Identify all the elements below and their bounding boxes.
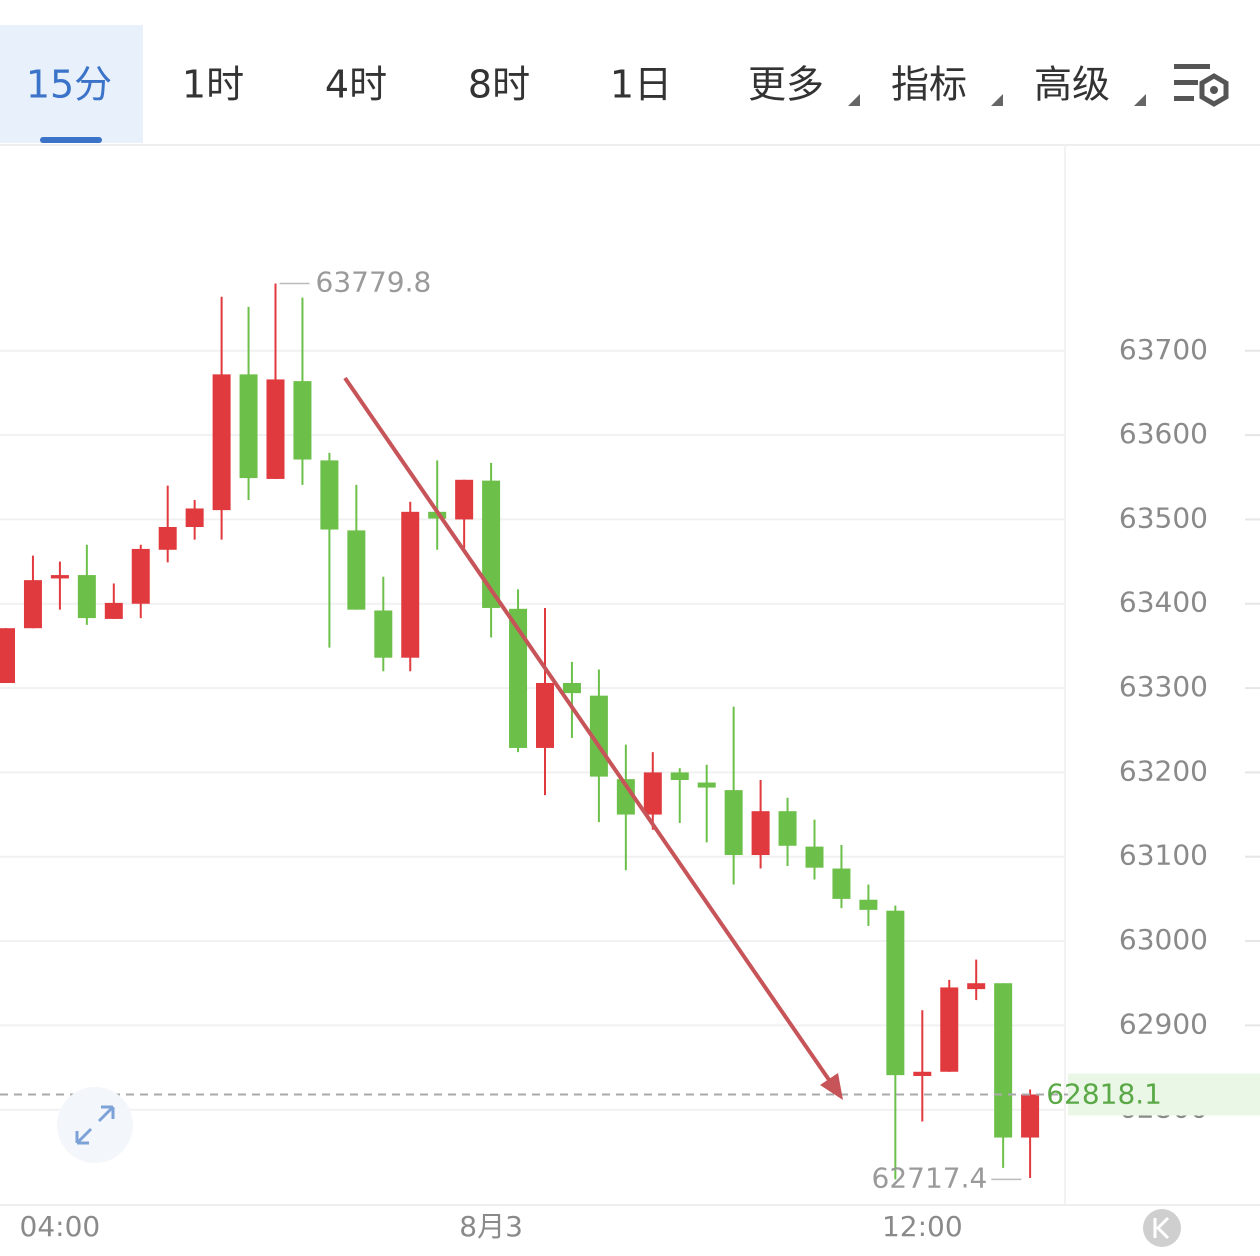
y-tick-label: 63300 — [1119, 670, 1208, 703]
candle-body — [724, 790, 743, 856]
candle-body — [131, 548, 150, 604]
high-label: 63779.8 — [316, 265, 432, 298]
plot: 6280062900630006310063200633006340063500… — [0, 265, 1260, 1243]
trend-arrowhead — [820, 1073, 843, 1100]
x-tick-label: 12:00 — [882, 1210, 963, 1243]
candle-body — [967, 983, 986, 990]
tab[interactable]: 更多 — [748, 63, 824, 107]
candle-body — [158, 527, 177, 550]
dropdown-caret — [991, 94, 1003, 106]
active-tab-bg — [0, 25, 143, 143]
y-tick-label: 63500 — [1119, 501, 1208, 534]
trend-arrow — [343, 376, 838, 1092]
candle-body — [239, 374, 258, 479]
y-tick-label: 63200 — [1119, 754, 1208, 787]
candle-body — [320, 460, 339, 530]
candle-body — [104, 602, 123, 619]
y-tick-label: 63400 — [1119, 586, 1208, 619]
current-price-label: 62818.1 — [1046, 1077, 1162, 1110]
candle-body — [347, 530, 366, 610]
candle-body — [832, 868, 851, 899]
low-label: 62717.4 — [872, 1161, 988, 1194]
candle-body — [293, 381, 312, 460]
candle-body — [562, 683, 581, 694]
candle-body — [859, 899, 878, 910]
tab[interactable]: 4时 — [325, 63, 387, 107]
candle-body — [185, 508, 204, 528]
settings-icon[interactable] — [1174, 64, 1229, 107]
scroll-latest-button[interactable] — [1143, 1209, 1181, 1247]
candle-body — [940, 987, 959, 1072]
candle-body — [509, 608, 528, 748]
candle-body — [589, 695, 608, 777]
candle-body — [266, 379, 285, 479]
dropdown-caret — [1134, 94, 1146, 106]
y-tick-label: 63100 — [1119, 839, 1208, 872]
candle-body — [994, 983, 1013, 1138]
tab[interactable]: 1时 — [182, 63, 244, 107]
expand-button[interactable] — [57, 1087, 133, 1163]
candle-body — [0, 628, 15, 684]
y-tick-label: 63700 — [1119, 333, 1208, 366]
candle-body — [1021, 1094, 1040, 1138]
candle-body — [212, 374, 231, 511]
candle-body — [50, 575, 69, 579]
current-price-box — [1068, 1073, 1260, 1116]
y-tick-label: 62900 — [1119, 1007, 1208, 1040]
y-tick-label: 63000 — [1119, 923, 1208, 956]
candle-body — [670, 772, 689, 780]
tab-bar: 15分 1时 4时 8时 1日 更多 指标 高级 — [26, 63, 1146, 107]
tab[interactable]: 1日 — [610, 63, 672, 107]
candle-body — [482, 480, 501, 608]
candle-body — [697, 782, 716, 788]
x-tick-label: 8月3 — [459, 1210, 523, 1243]
candle-body — [913, 1071, 932, 1076]
candle-body — [536, 683, 554, 748]
tab[interactable]: 高级 — [1034, 63, 1110, 107]
candle-body — [643, 772, 662, 815]
tab[interactable]: 8时 — [468, 63, 530, 107]
tab[interactable]: 指标 — [891, 63, 967, 107]
active-tab-indicator — [40, 137, 102, 143]
candle-body — [778, 811, 797, 846]
candle-body — [77, 575, 96, 619]
y-tick-label: 63600 — [1119, 417, 1208, 450]
candle-body — [455, 479, 474, 520]
candle-body — [805, 846, 824, 868]
candle-body — [23, 580, 42, 629]
dropdown-caret — [848, 94, 860, 106]
candle-body — [886, 910, 905, 1076]
candle-body — [616, 779, 635, 815]
candle-body — [751, 811, 770, 856]
x-tick-label: 04:00 — [20, 1210, 101, 1243]
tab[interactable]: 15分 — [26, 63, 112, 107]
candle-body — [374, 610, 393, 658]
candle-body — [401, 511, 420, 658]
